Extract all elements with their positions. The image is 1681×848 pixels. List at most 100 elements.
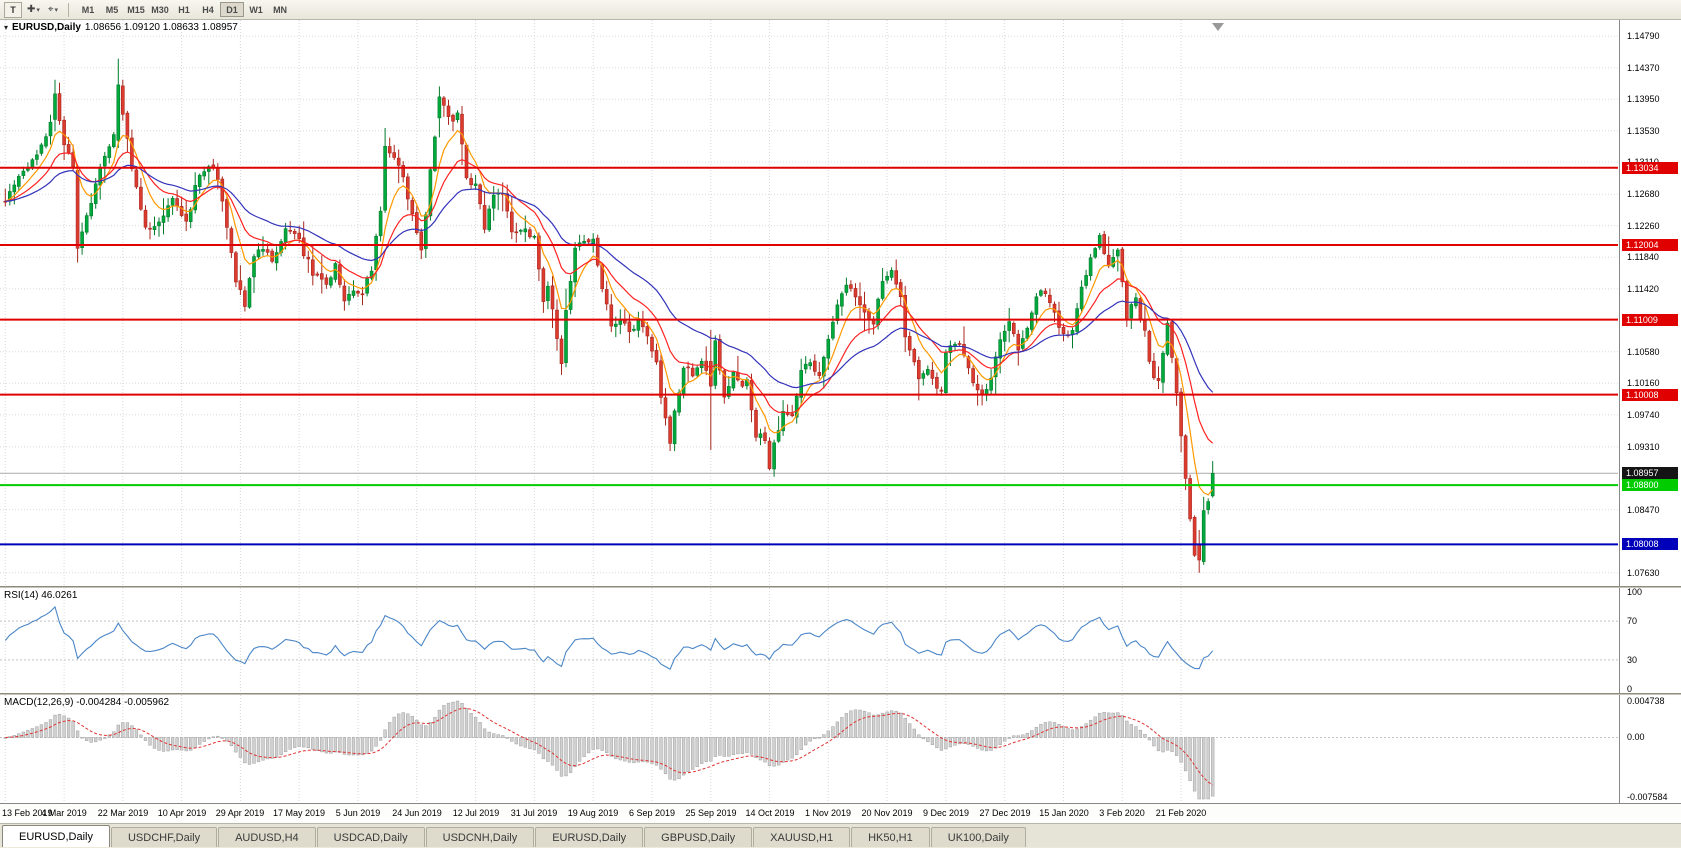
- price-scale[interactable]: 1.147901.143701.139501.135301.131101.126…: [1619, 20, 1681, 586]
- grid: [0, 20, 1618, 586]
- rsi-tick: 30: [1627, 655, 1638, 665]
- price-tick: 1.12680: [1627, 189, 1660, 199]
- date-tick: 24 Jun 2019: [392, 808, 442, 818]
- cursor-tool-button[interactable]: ✚ ▾: [24, 3, 43, 16]
- crosshair-tool-icon: ⌖: [47, 4, 54, 15]
- timeframe-button-m30[interactable]: M30: [151, 4, 169, 15]
- timeframe-button-m1[interactable]: M1: [81, 4, 95, 15]
- timeframe-button-d1[interactable]: D1: [220, 2, 245, 17]
- chart-ohlc-values: 1.08656 1.09120 1.08633 1.08957: [84, 22, 238, 33]
- timeframe-button-h1[interactable]: H1: [178, 4, 190, 15]
- date-tick: 14 Oct 2019: [745, 808, 795, 818]
- chart-tab-4[interactable]: USDCNH,Daily: [425, 827, 535, 847]
- date-tick: 12 Jul 2019: [452, 808, 500, 818]
- macd-tick: -0.007584: [1627, 792, 1668, 802]
- price-tick: 1.09310: [1627, 442, 1660, 452]
- slow-ma-line: [5, 164, 1214, 393]
- timeframe-button-m5[interactable]: M5: [105, 4, 119, 15]
- price-tick: 1.09740: [1627, 410, 1660, 420]
- rsi-scale[interactable]: 100 70 30 0: [1619, 588, 1681, 693]
- rsi-label: RSI(14) 46.0261: [4, 590, 78, 601]
- chart-shift-marker: [1212, 23, 1224, 31]
- text-tool-button[interactable]: T: [4, 1, 22, 18]
- price-tick: 1.14370: [1627, 63, 1660, 73]
- timeframe-button-mn[interactable]: MN: [273, 4, 288, 15]
- chart-title: ▾ EURUSD,Daily 1.08656 1.09120 1.08633 1…: [4, 22, 238, 33]
- price-tick: 1.12260: [1627, 221, 1660, 231]
- date-tick: 17 May 2019: [272, 808, 326, 818]
- timeframe-button-h4[interactable]: H4: [202, 4, 214, 15]
- price-tick: 1.08470: [1627, 505, 1660, 515]
- price-tick: 1.07630: [1627, 568, 1660, 578]
- macd-tick: 0.004738: [1627, 696, 1665, 706]
- top-toolbar: T ✚ ▾ ⌖ ▾ M1 M5 M15 M30 H1 H4 D1 W1 MN: [0, 0, 1681, 20]
- rsi-tick: 70: [1627, 616, 1638, 626]
- date-tick: 21 Feb 2020: [1155, 808, 1207, 818]
- time-scale[interactable]: 13 Feb 2019 4 Mar 2019 22 Mar 2019 10 Apr 2…: [0, 803, 1681, 823]
- price-tick: 1.11840: [1627, 252, 1659, 262]
- medium-ma-line: [5, 151, 1214, 444]
- chevron-down-icon: ▾: [36, 6, 40, 14]
- chart-symbol-label: EURUSD,Daily: [12, 22, 81, 33]
- chart-tab-3[interactable]: USDCAD,Daily: [316, 827, 425, 847]
- panel-resize-handle[interactable]: [0, 586, 1681, 588]
- rsi-tick: 0: [1627, 684, 1633, 693]
- chart-tab-5[interactable]: EURUSD,Daily: [535, 827, 644, 847]
- chart-tab-9[interactable]: UK100,Daily: [930, 827, 1026, 847]
- macd-panel[interactable]: MACD(12,26,9) -0.004284 -0.005962 0.0047…: [0, 695, 1681, 803]
- rsi-panel[interactable]: RSI(14) 46.0261 100 70 30 0: [0, 588, 1681, 693]
- chart-tab-7[interactable]: XAUUSD,H1: [753, 827, 851, 847]
- price-tick: 1.11420: [1627, 284, 1659, 294]
- cursor-tool-icon: ✚: [27, 4, 36, 15]
- macd-tick: 0.00: [1627, 732, 1645, 742]
- timeframe-button-m15[interactable]: M15: [127, 4, 145, 15]
- date-tick: 4 Mar 2019: [41, 808, 87, 818]
- date-tick: 27 Dec 2019: [979, 808, 1031, 818]
- rsi-line: [4, 605, 1214, 670]
- level-price-label: 1.08800: [1622, 479, 1678, 491]
- level-price-label: 1.13034: [1622, 162, 1678, 174]
- price-tick: 1.13530: [1627, 126, 1660, 136]
- chart-tab-6[interactable]: GBPUSD,Daily: [644, 827, 753, 847]
- current-price-label: 1.08957: [1622, 467, 1678, 479]
- rsi-title: RSI(14) 46.0261: [4, 590, 77, 601]
- date-tick: 6 Sep 2019: [628, 808, 676, 818]
- chart-tab-2[interactable]: AUDUSD,H4: [218, 827, 316, 847]
- main-chart-panel[interactable]: ▾ EURUSD,Daily 1.08656 1.09120 1.08633 1…: [0, 20, 1681, 586]
- chart-tab-0[interactable]: EURUSD,Daily: [2, 825, 110, 847]
- timeframe-button-group: M1 M5 M15 M30 H1 H4 D1 W1 MN: [76, 2, 292, 17]
- level-price-label: 1.12004: [1622, 239, 1678, 251]
- chart-tab-1[interactable]: USDCHF,Daily: [110, 827, 218, 847]
- candles: [3, 58, 1215, 573]
- chart-dropdown-icon[interactable]: ▾: [4, 23, 9, 32]
- price-tick: 1.13950: [1627, 94, 1660, 104]
- date-tick: 1 Nov 2019: [804, 808, 852, 818]
- chart-tab-8[interactable]: HK50,H1: [851, 827, 930, 847]
- panel-resize-handle[interactable]: [0, 693, 1681, 695]
- date-tick: 31 Jul 2019: [510, 808, 558, 818]
- chart-tab-bar: EURUSD,Daily USDCHF,Daily AUDUSD,H4 USDCAD,…: [0, 823, 1681, 847]
- level-price-label: 1.11009: [1622, 314, 1678, 326]
- price-tick: 1.10160: [1627, 378, 1660, 388]
- macd-histogram: [3, 700, 1215, 800]
- date-tick: 9 Dec 2019: [922, 808, 970, 818]
- rsi-tick: 100: [1627, 588, 1643, 597]
- chevron-down-icon: ▾: [54, 6, 59, 14]
- date-tick: 29 Apr 2019: [215, 808, 265, 818]
- date-tick: 5 Jun 2019: [335, 808, 381, 818]
- level-price-label: 1.08008: [1622, 538, 1678, 550]
- date-tick: 10 Apr 2019: [157, 808, 207, 818]
- macd-scale[interactable]: 0.004738 0.00 -0.007584: [1619, 695, 1681, 803]
- timeframe-button-w1[interactable]: W1: [249, 4, 263, 15]
- macd-title: MACD(12,26,9) -0.004284 -0.005962: [4, 697, 169, 708]
- crosshair-tool-button[interactable]: ⌖ ▾: [45, 3, 61, 16]
- level-price-label: 1.10008: [1622, 389, 1678, 401]
- date-tick: 15 Jan 2020: [1039, 808, 1089, 818]
- date-tick: 22 Mar 2019: [97, 808, 149, 818]
- date-tick: 19 Aug 2019: [567, 808, 619, 818]
- chart-window: ▾ EURUSD,Daily 1.08656 1.09120 1.08633 1…: [0, 20, 1681, 847]
- price-tick: 1.10580: [1627, 347, 1660, 357]
- date-tick: 13 Feb 2019: [2, 808, 53, 818]
- date-tick: 25 Sep 2019: [685, 808, 737, 818]
- date-tick: 20 Nov 2019: [861, 808, 913, 818]
